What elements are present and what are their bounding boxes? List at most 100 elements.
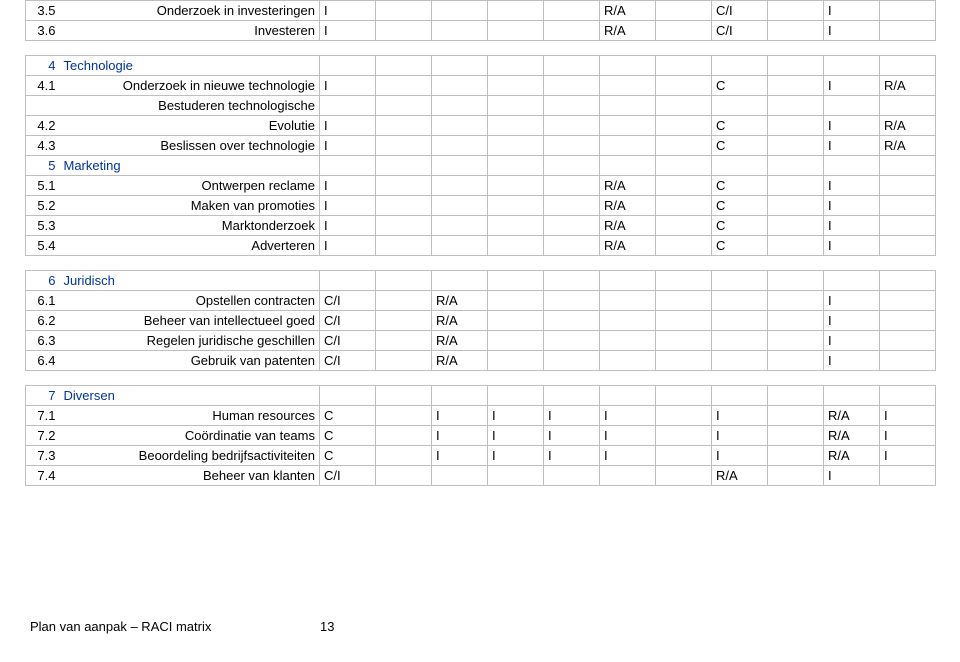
- cell: [768, 446, 824, 466]
- cell: [600, 96, 656, 116]
- row-number: 5.3: [26, 216, 60, 236]
- row-number: 6.1: [26, 291, 60, 311]
- cell: [544, 216, 600, 236]
- cell: [376, 351, 432, 371]
- cell: [880, 236, 936, 256]
- row-number: 6.4: [26, 351, 60, 371]
- cell: [656, 386, 712, 406]
- cell: [376, 76, 432, 96]
- cell: [320, 96, 376, 116]
- cell: I: [712, 426, 768, 446]
- cell: [880, 386, 936, 406]
- row-description: Beheer van intellectueel goed: [60, 311, 320, 331]
- cell: I: [880, 406, 936, 426]
- cell: [768, 271, 824, 291]
- row-number: 7.4: [26, 466, 60, 486]
- cell: I: [544, 446, 600, 466]
- cell: [376, 136, 432, 156]
- cell: [544, 236, 600, 256]
- table-row: 7.2Coördinatie van teamsCIIIIIR/AI: [26, 426, 936, 446]
- cell: [488, 156, 544, 176]
- cell: [880, 351, 936, 371]
- cell: I: [824, 176, 880, 196]
- cell: C/I: [320, 351, 376, 371]
- cell: [656, 56, 712, 76]
- cell: [600, 466, 656, 486]
- cell: R/A: [880, 116, 936, 136]
- cell: [432, 176, 488, 196]
- row-number: 7.2: [26, 426, 60, 446]
- footer-page: 13: [320, 619, 334, 634]
- cell: I: [824, 311, 880, 331]
- cell: C/I: [320, 331, 376, 351]
- section-header-row: 6Juridisch: [26, 271, 936, 291]
- cell: [656, 21, 712, 41]
- cell: [488, 176, 544, 196]
- cell: [656, 291, 712, 311]
- row-number: 3.6: [26, 21, 60, 41]
- cell: [768, 386, 824, 406]
- cell: R/A: [880, 136, 936, 156]
- row-number: 5.1: [26, 176, 60, 196]
- cell: [656, 96, 712, 116]
- section-header-label: Marketing: [60, 156, 320, 176]
- cell: [768, 176, 824, 196]
- cell: I: [824, 216, 880, 236]
- cell: R/A: [600, 196, 656, 216]
- cell: [824, 386, 880, 406]
- cell: [880, 1, 936, 21]
- row-number: 6.3: [26, 331, 60, 351]
- cell: [712, 271, 768, 291]
- cell: [824, 271, 880, 291]
- cell: I: [488, 426, 544, 446]
- cell: [712, 351, 768, 371]
- cell: [432, 216, 488, 236]
- cell: [544, 76, 600, 96]
- cell: R/A: [600, 176, 656, 196]
- cell: [656, 446, 712, 466]
- cell: I: [320, 116, 376, 136]
- cell: [544, 386, 600, 406]
- cell: [488, 291, 544, 311]
- cell: R/A: [432, 351, 488, 371]
- cell: [320, 386, 376, 406]
- row-number: 4.2: [26, 116, 60, 136]
- cell: [432, 56, 488, 76]
- cell: [656, 426, 712, 446]
- row-number: 6: [26, 271, 60, 291]
- cell: [544, 176, 600, 196]
- row-description: Beslissen over technologie: [60, 136, 320, 156]
- cell: I: [320, 196, 376, 216]
- row-description: Gebruik van patenten: [60, 351, 320, 371]
- row-description: Opstellen contracten: [60, 291, 320, 311]
- cell: I: [320, 1, 376, 21]
- cell: I: [824, 21, 880, 41]
- cell: R/A: [600, 21, 656, 41]
- cell: [768, 311, 824, 331]
- cell: [600, 291, 656, 311]
- cell: [544, 466, 600, 486]
- cell: [488, 76, 544, 96]
- cell: [880, 311, 936, 331]
- cell: [600, 386, 656, 406]
- cell: C/I: [712, 21, 768, 41]
- cell: [376, 21, 432, 41]
- cell: [768, 426, 824, 446]
- cell: I: [824, 351, 880, 371]
- row-description: Beoordeling bedrijfsactiviteiten: [60, 446, 320, 466]
- cell: I: [320, 176, 376, 196]
- table-row: 3.5Onderzoek in investeringenIR/AC/II: [26, 1, 936, 21]
- cell: R/A: [824, 446, 880, 466]
- row-description: Regelen juridische geschillen: [60, 331, 320, 351]
- table-row: 5.4AdverterenIR/ACI: [26, 236, 936, 256]
- cell: [376, 386, 432, 406]
- cell: [768, 291, 824, 311]
- cell: I: [824, 136, 880, 156]
- section-header-label: Technologie: [60, 56, 320, 76]
- row-number: 4.3: [26, 136, 60, 156]
- cell: [600, 56, 656, 76]
- row-number: 7.1: [26, 406, 60, 426]
- cell: I: [600, 426, 656, 446]
- spacer-row: [26, 371, 936, 386]
- cell: [656, 76, 712, 96]
